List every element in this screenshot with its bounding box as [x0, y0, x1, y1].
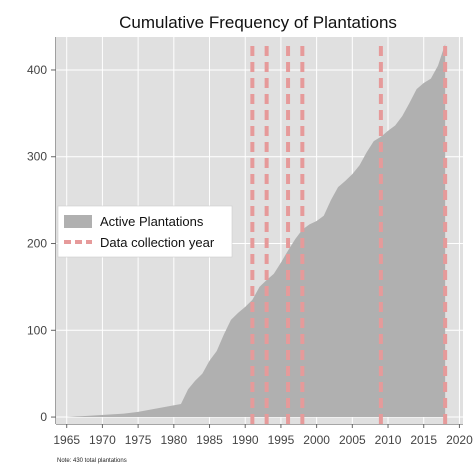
- x-tick-label: 1980: [160, 433, 187, 447]
- x-tick-label: 1990: [232, 433, 259, 447]
- area-series-active-plantations: [66, 43, 446, 418]
- x-tick-label: 1970: [89, 433, 116, 447]
- legend-label-active-plantations: Active Plantations: [100, 214, 204, 229]
- y-tick-label: 0: [40, 410, 47, 424]
- x-tick-label: 2020: [446, 433, 473, 447]
- legend-area-swatch: [64, 215, 92, 228]
- y-tick-label: 200: [27, 237, 47, 251]
- chart-title: Cumulative Frequency of Plantations: [119, 13, 397, 32]
- legend: Active Plantations Data collection year: [57, 205, 233, 258]
- x-tick-label: 1985: [196, 433, 223, 447]
- y-tick-label: 300: [27, 150, 47, 164]
- x-tick-label: 1965: [53, 433, 80, 447]
- y-tick-label: 400: [27, 63, 47, 77]
- x-tick-label: 2005: [339, 433, 366, 447]
- x-tick-label: 2015: [410, 433, 437, 447]
- x-tick-label: 2010: [375, 433, 402, 447]
- chart-note: Note: 430 total plantations: [57, 458, 127, 464]
- y-tick-label: 100: [27, 323, 47, 337]
- x-tick-label: 1975: [125, 433, 152, 447]
- y-axis: 0 100 200 300 400: [27, 37, 56, 424]
- x-tick-label: 2000: [303, 433, 330, 447]
- legend-label-collection-year: Data collection year: [100, 235, 215, 250]
- x-axis: 1965 1970 1975 1980 1985 1990 1995 2000 2005 2010…: [53, 424, 473, 447]
- legend-box: [57, 205, 233, 258]
- x-tick-label: 1995: [268, 433, 295, 447]
- area-layer: [66, 43, 446, 418]
